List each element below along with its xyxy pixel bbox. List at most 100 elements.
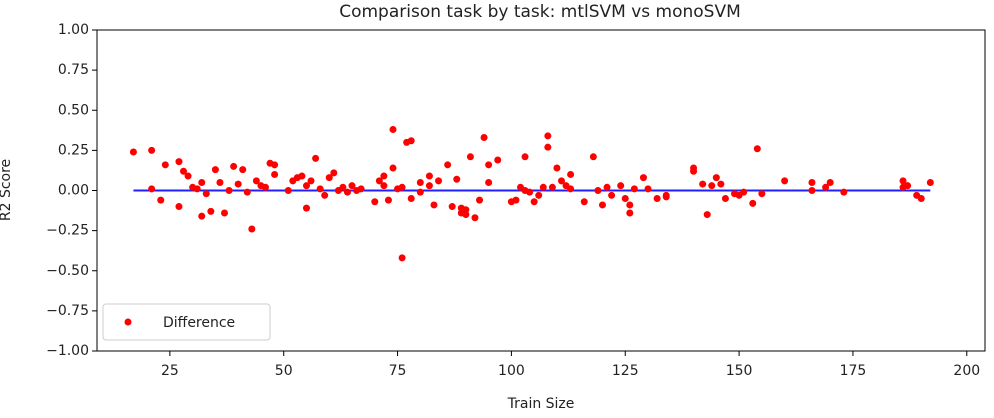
y-tick-label: −0.25 (46, 223, 89, 239)
y-tick-label: 1.00 (58, 22, 89, 38)
point (202, 190, 210, 198)
point (617, 182, 625, 190)
point (904, 182, 912, 190)
point (826, 178, 834, 186)
point (448, 203, 456, 211)
point (840, 188, 848, 196)
point (316, 185, 324, 193)
point (476, 196, 484, 204)
point (712, 174, 720, 182)
point (161, 161, 169, 169)
point (435, 177, 443, 185)
point (485, 161, 493, 169)
point (198, 178, 206, 186)
point (398, 254, 406, 262)
point (485, 178, 493, 186)
point (298, 172, 306, 180)
point (339, 183, 347, 191)
point (749, 199, 757, 207)
x-tick-label: 175 (840, 363, 867, 379)
point (899, 177, 907, 185)
point (781, 177, 789, 185)
point (462, 211, 470, 219)
point (175, 158, 183, 166)
point (184, 172, 192, 180)
point (375, 177, 383, 185)
point (567, 170, 575, 178)
point (539, 183, 547, 191)
point (239, 166, 247, 174)
point (553, 164, 561, 172)
point (453, 175, 461, 183)
point (662, 191, 670, 199)
y-tick-label: 0.00 (58, 183, 89, 199)
point (462, 206, 470, 214)
point (690, 167, 698, 175)
point (284, 187, 292, 194)
x-tick-label: 50 (275, 363, 293, 379)
point (444, 161, 452, 169)
point (425, 182, 433, 190)
point (567, 185, 575, 193)
point (589, 153, 597, 161)
x-tick-label: 125 (612, 363, 639, 379)
point (193, 185, 201, 193)
point (357, 185, 365, 193)
point (348, 182, 356, 190)
y-tick-label: −0.75 (46, 303, 89, 319)
point (380, 172, 388, 180)
point (535, 191, 543, 199)
point (407, 137, 415, 145)
x-axis-label: Train Size (507, 396, 575, 412)
legend-box (102, 303, 271, 341)
x-tick-label: 25 (161, 363, 179, 379)
point (644, 185, 652, 193)
point (808, 187, 816, 194)
x-tick-label: 75 (389, 363, 407, 379)
point (198, 212, 206, 220)
point (330, 169, 338, 177)
point (207, 207, 215, 215)
point (521, 153, 529, 161)
point (466, 153, 474, 161)
point (380, 182, 388, 190)
y-axis-label: R2 Score (0, 159, 14, 221)
point (926, 178, 934, 186)
point (526, 188, 534, 196)
legend-marker (124, 318, 132, 326)
point (626, 209, 634, 217)
point (544, 143, 552, 151)
point (621, 195, 629, 203)
point (389, 126, 397, 134)
point (216, 178, 224, 186)
point (271, 170, 279, 178)
point (416, 188, 424, 196)
point (180, 167, 188, 175)
y-tick-label: −1.00 (46, 343, 89, 359)
point (407, 195, 415, 203)
point (307, 177, 315, 185)
point (626, 201, 634, 209)
y-tick-label: 0.75 (58, 62, 89, 78)
point (699, 180, 707, 188)
point (148, 146, 156, 154)
x-tick-label: 150 (726, 363, 753, 379)
y-tick-label: 0.50 (58, 102, 89, 118)
point (630, 185, 638, 193)
point (917, 195, 925, 203)
point (389, 164, 397, 172)
point (302, 204, 310, 212)
point (230, 162, 238, 170)
point (639, 174, 647, 182)
point (157, 196, 165, 204)
point (717, 180, 725, 188)
point (384, 196, 392, 204)
point (740, 188, 748, 196)
point (557, 177, 565, 185)
point (234, 180, 242, 188)
point (225, 187, 233, 194)
point (261, 183, 269, 191)
point (252, 177, 260, 185)
point (312, 154, 320, 162)
point (371, 198, 379, 206)
